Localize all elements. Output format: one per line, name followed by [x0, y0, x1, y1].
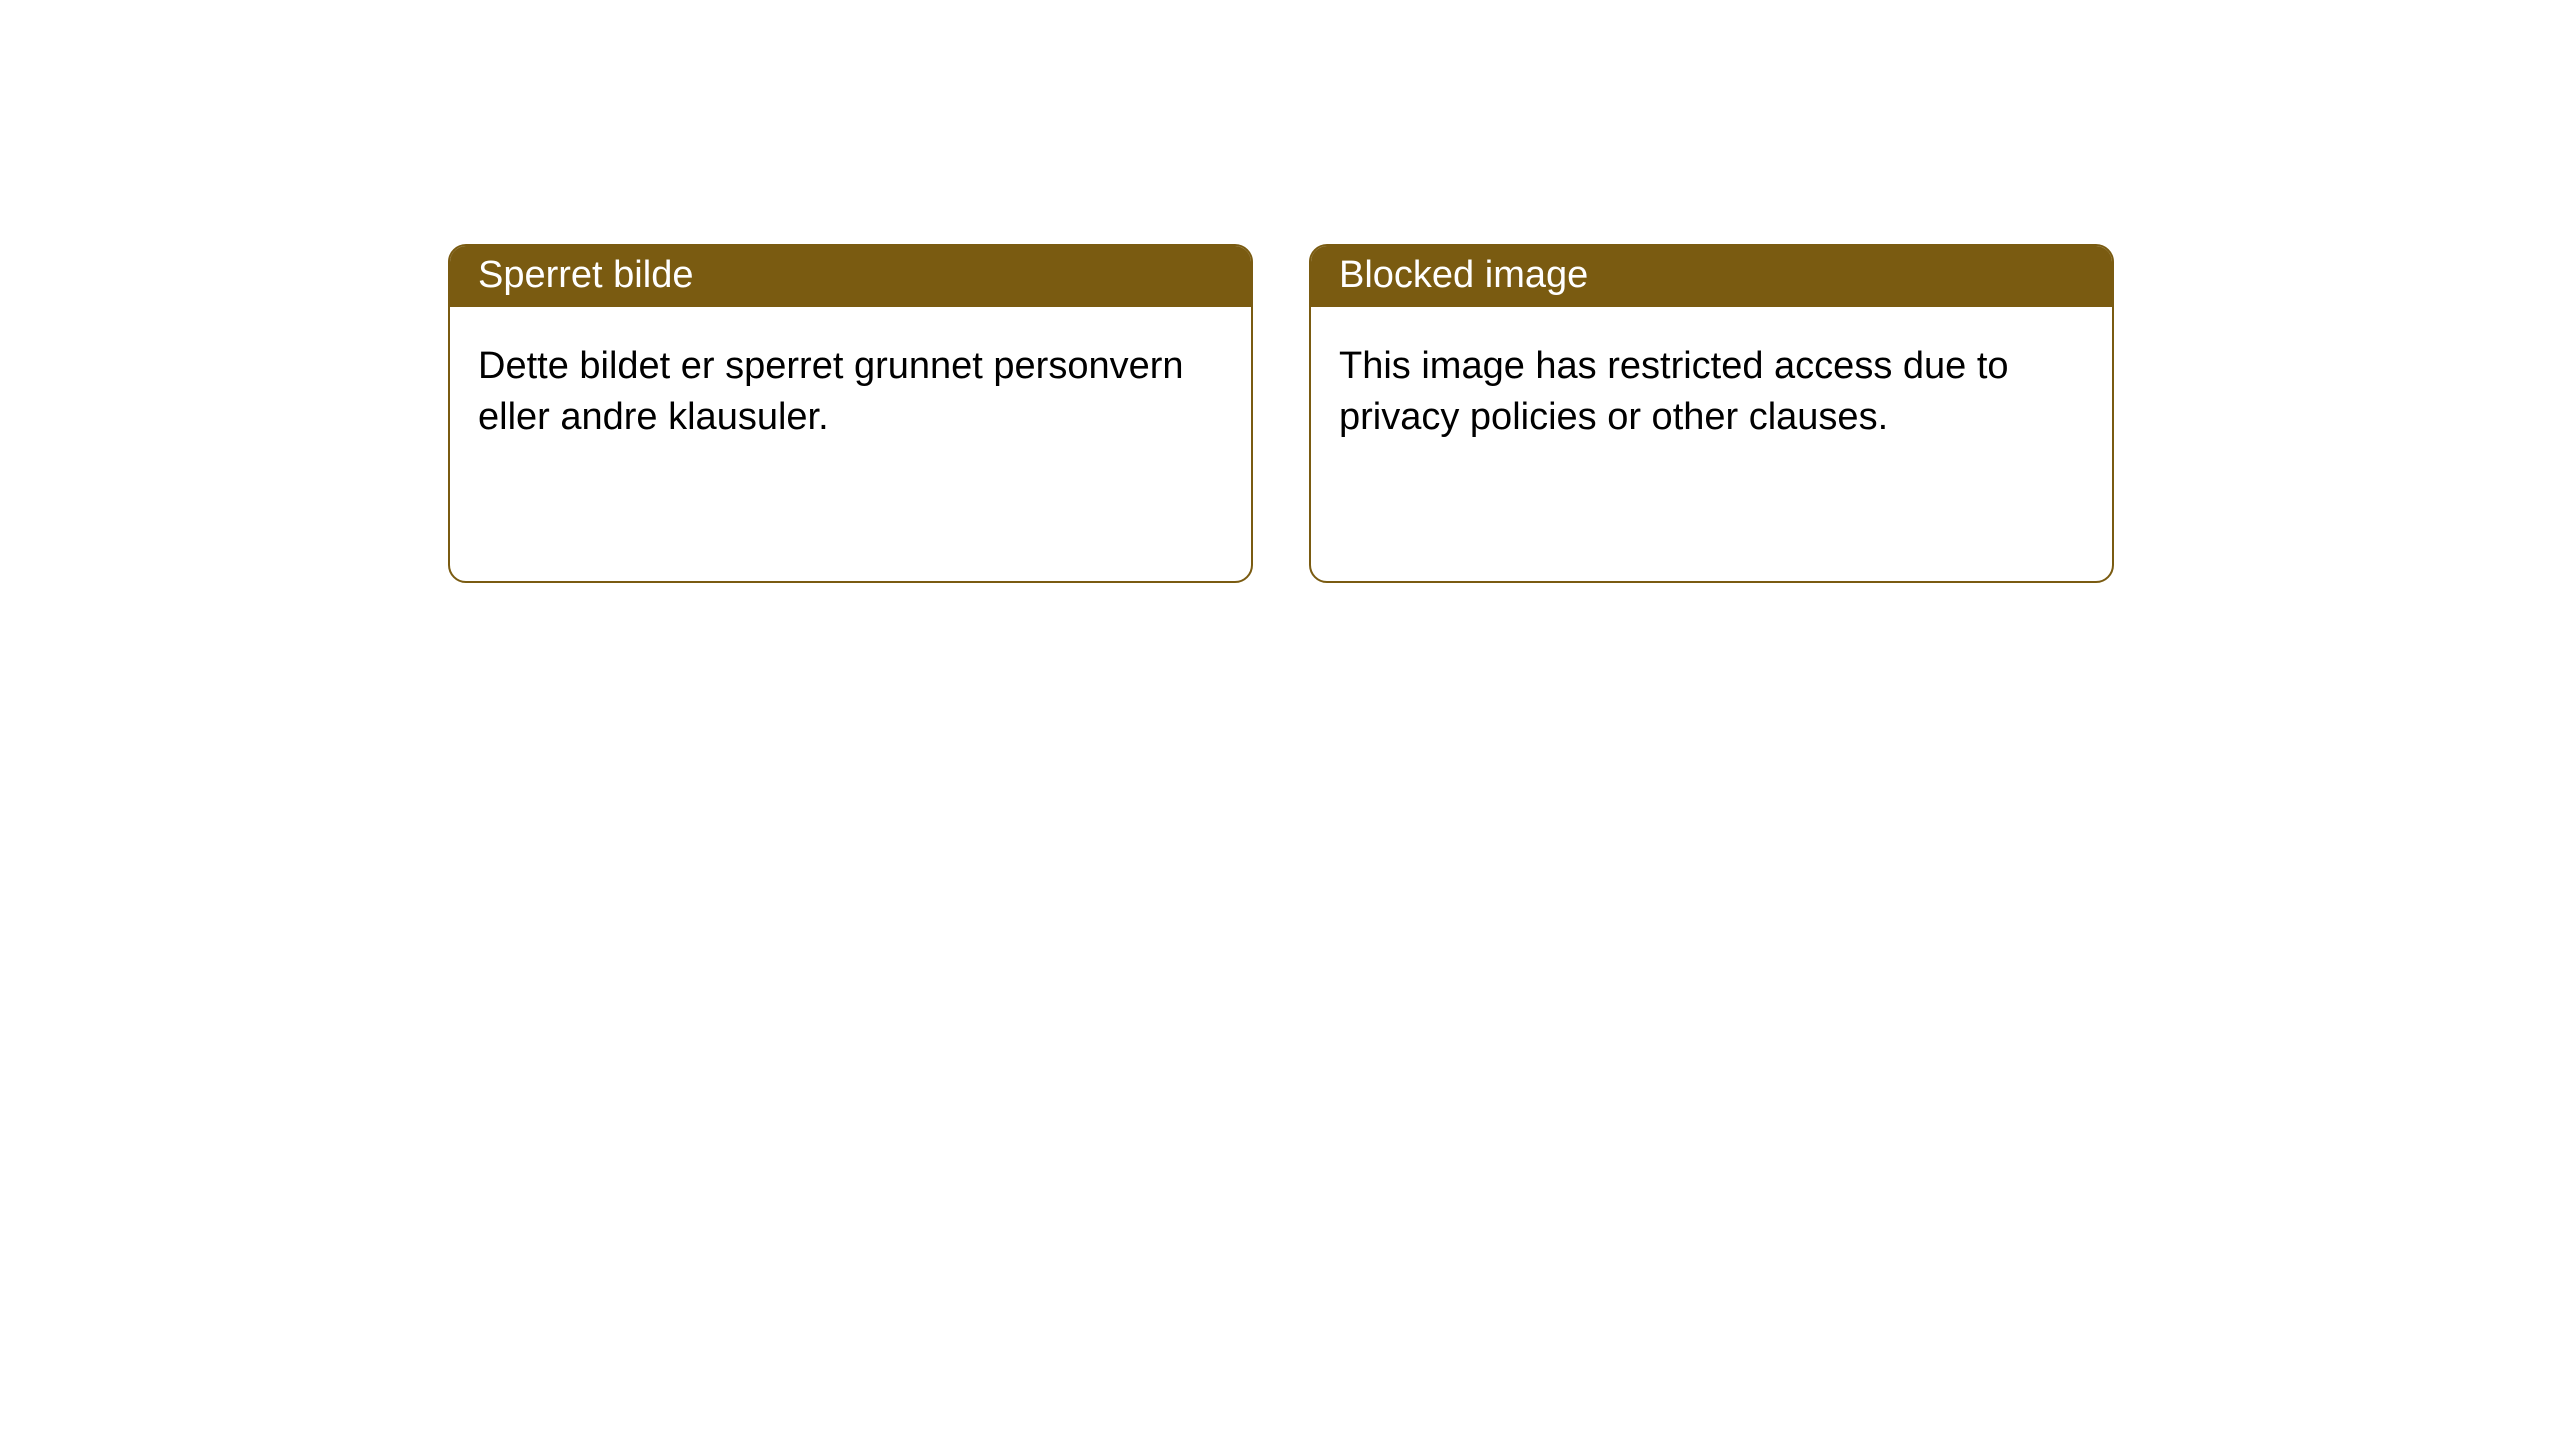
notice-title-norwegian: Sperret bilde [450, 246, 1251, 307]
notice-card-norwegian: Sperret bilde Dette bildet er sperret gr… [448, 244, 1253, 583]
notice-title-english: Blocked image [1311, 246, 2112, 307]
notice-body-english: This image has restricted access due to … [1311, 307, 2112, 581]
notice-body-norwegian: Dette bildet er sperret grunnet personve… [450, 307, 1251, 581]
notice-card-english: Blocked image This image has restricted … [1309, 244, 2114, 583]
notice-container: Sperret bilde Dette bildet er sperret gr… [0, 0, 2560, 583]
